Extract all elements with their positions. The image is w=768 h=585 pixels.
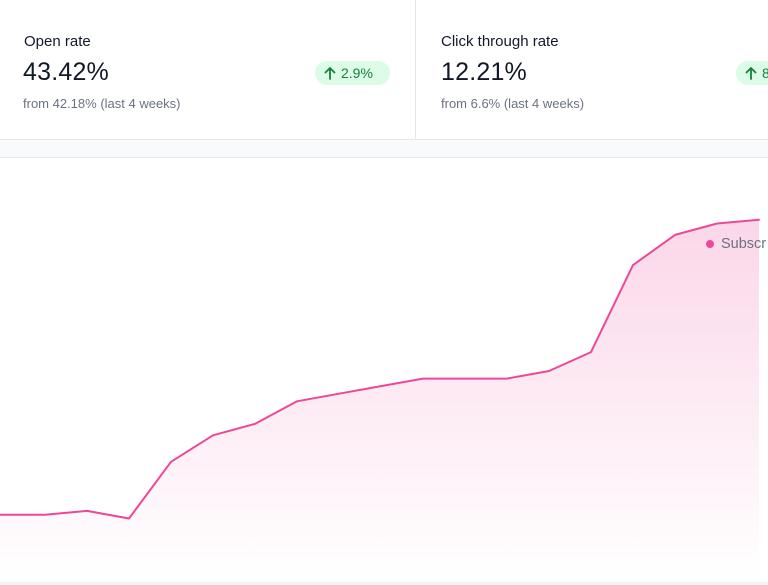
legend-label: Subscr <box>721 236 767 252</box>
stat-card-click-through-rate: Click through rate 12.21% from 6.6% (las… <box>416 0 768 140</box>
change-value: 8 <box>762 65 768 81</box>
stat-comparison: from 6.6% (last 4 weeks) <box>441 96 585 111</box>
chart-legend: Subscr <box>706 236 766 252</box>
stat-label: Open rate <box>24 33 91 50</box>
stat-value: 43.42% <box>23 58 109 86</box>
section-divider <box>0 140 768 158</box>
panel-bottom-border <box>0 582 768 585</box>
series-line <box>0 218 760 520</box>
arrow-up-icon <box>324 66 336 80</box>
stat-comparison: from 42.18% (last 4 weeks) <box>23 96 181 111</box>
stat-label: Click through rate <box>441 33 559 50</box>
stats-row: Open rate 43.42% from 42.18% (last 4 wee… <box>0 0 768 140</box>
dot-icon <box>706 240 714 248</box>
change-value: 2.9% <box>341 65 373 81</box>
series-area <box>0 219 759 579</box>
change-badge: 8 <box>736 61 768 85</box>
arrow-up-icon <box>745 66 757 80</box>
stat-value: 12.21% <box>441 58 527 86</box>
change-badge: 2.9% <box>315 61 390 85</box>
stat-card-open-rate: Open rate 43.42% from 42.18% (last 4 wee… <box>0 0 416 140</box>
